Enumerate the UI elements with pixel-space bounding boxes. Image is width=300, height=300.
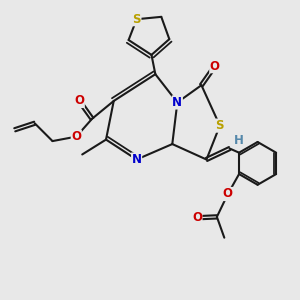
Text: O: O bbox=[71, 130, 81, 143]
Text: O: O bbox=[210, 60, 220, 73]
Text: N: N bbox=[132, 153, 142, 166]
Text: H: H bbox=[234, 134, 244, 147]
Text: O: O bbox=[223, 188, 233, 200]
Text: O: O bbox=[74, 94, 84, 107]
Text: N: N bbox=[172, 96, 182, 109]
Text: S: S bbox=[132, 13, 141, 26]
Text: S: S bbox=[216, 119, 224, 132]
Text: O: O bbox=[192, 211, 202, 224]
